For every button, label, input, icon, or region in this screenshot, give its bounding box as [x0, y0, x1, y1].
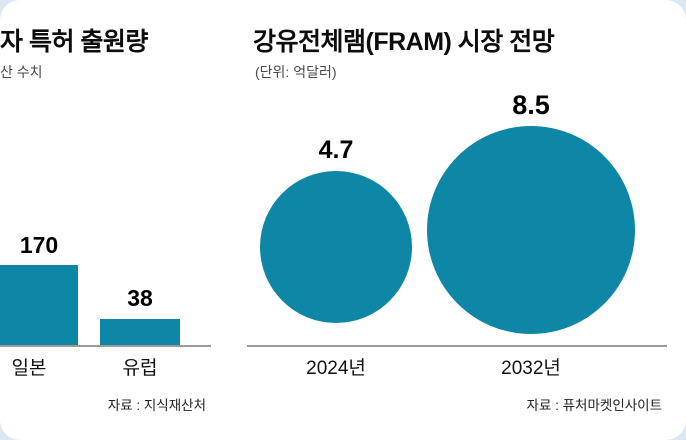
left-chart-title: 자 특허 출원량 — [0, 28, 148, 56]
bar-label-japan: 일본 — [11, 358, 47, 379]
left-chart-source: 자료 : 지식재산처 — [107, 398, 206, 413]
bar-japan — [0, 265, 78, 346]
right-chart-source: 자료 : 퓨처마켓인사이트 — [526, 398, 662, 413]
right-chart-unit: (단위: 억달러) — [255, 64, 337, 80]
bubble-label-2032: 2032년 — [501, 358, 561, 379]
right-axis-line — [247, 345, 667, 347]
bar-value-japan: 170 — [19, 232, 59, 258]
right-chart-title: 강유전체램(FRAM) 시장 전망 — [253, 28, 555, 56]
bubble-2032 — [427, 126, 635, 334]
bubble-label-2024: 2024년 — [306, 358, 366, 379]
bubble-value-2032: 8.5 — [512, 90, 550, 120]
bubble-value-2024: 4.7 — [318, 136, 354, 164]
left-chart-subtitle: 산 수치 — [0, 64, 43, 80]
left-axis-line — [0, 345, 211, 347]
bar-value-europe: 38 — [127, 285, 153, 311]
bubble-2024 — [260, 171, 412, 323]
bar-label-europe: 유럽 — [122, 358, 158, 379]
bar-europe — [100, 319, 180, 346]
